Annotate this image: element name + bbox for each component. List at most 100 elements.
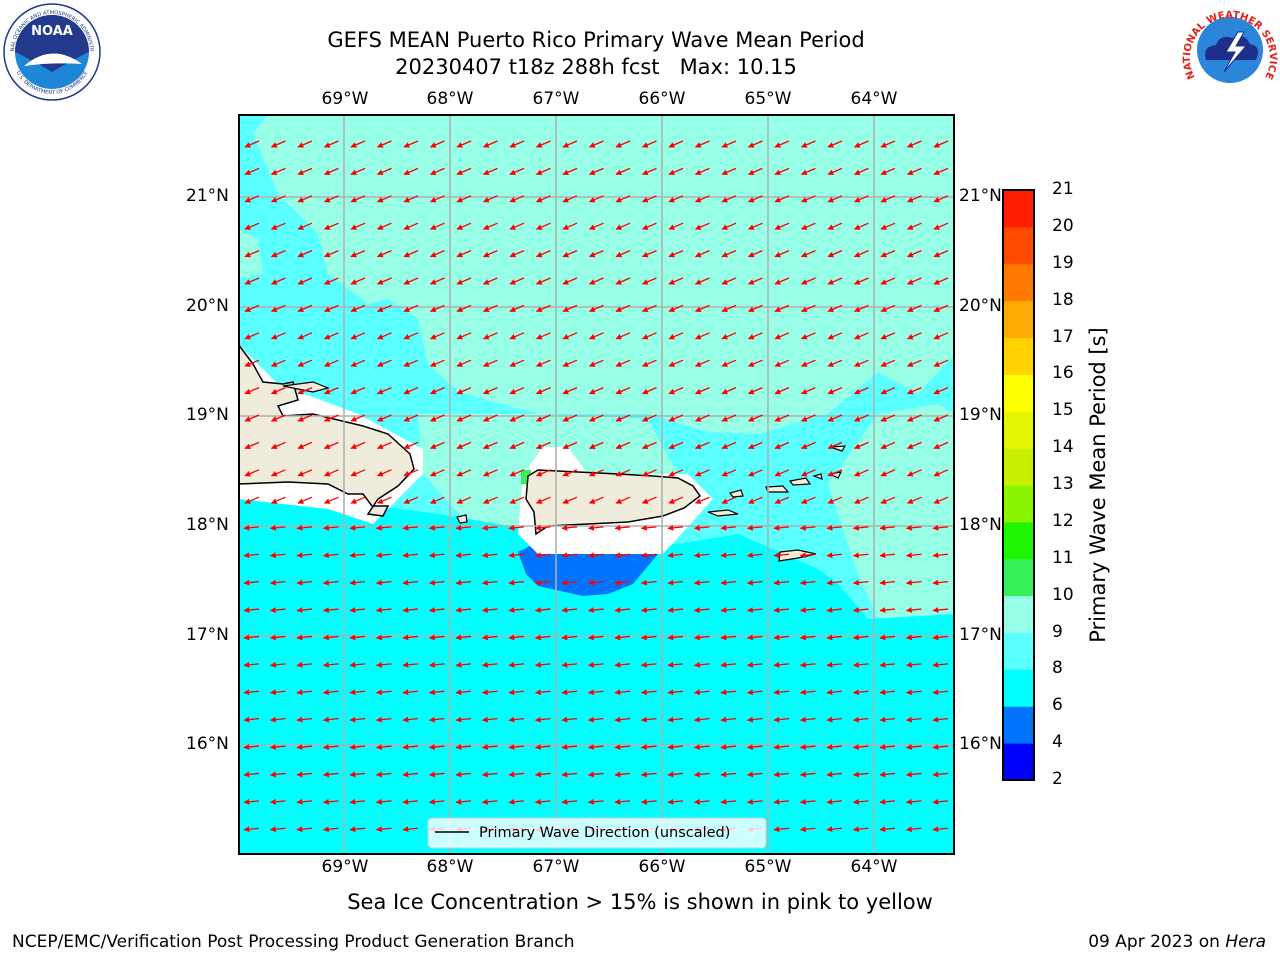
wave-arrow bbox=[244, 332, 260, 340]
wave-arrow bbox=[350, 332, 366, 340]
wave-arrow bbox=[720, 579, 737, 586]
wave-arrow bbox=[799, 524, 816, 531]
wave-arrow bbox=[880, 359, 896, 367]
wave-arrow bbox=[879, 634, 896, 641]
wave-arrow bbox=[773, 579, 790, 586]
wave-arrow bbox=[615, 222, 631, 230]
wave-arrow bbox=[906, 414, 922, 422]
wave-arrow bbox=[534, 744, 551, 750]
wave-arrow bbox=[827, 469, 843, 477]
wave-arrow bbox=[428, 552, 445, 559]
wave-arrow bbox=[508, 716, 525, 723]
wave-arrow bbox=[403, 167, 419, 176]
colorbar-tick-label: 11 bbox=[1052, 547, 1074, 568]
wave-arrow bbox=[323, 359, 339, 367]
wave-arrow bbox=[614, 798, 631, 805]
wave-arrow bbox=[296, 524, 313, 531]
wave-arrow bbox=[508, 744, 525, 750]
wave-arrow bbox=[456, 441, 472, 450]
land-st-croix bbox=[778, 549, 817, 562]
wave-arrow bbox=[774, 359, 790, 367]
wave-arrow bbox=[562, 195, 578, 203]
wave-arrow bbox=[933, 195, 949, 203]
wave-arrow bbox=[269, 771, 286, 778]
wave-arrow bbox=[693, 689, 710, 696]
lat-label-right-18n: 18°N bbox=[959, 515, 1002, 535]
wave-arrow bbox=[720, 607, 737, 613]
wave-arrow bbox=[244, 387, 260, 395]
wave-arrow bbox=[747, 441, 763, 450]
wave-arrow bbox=[693, 798, 710, 805]
wave-arrow bbox=[667, 552, 684, 559]
lon-label-bottom-66w: 66°W bbox=[638, 857, 686, 877]
wave-arrow bbox=[588, 359, 604, 367]
wave-arrow bbox=[402, 661, 419, 668]
wave-arrow bbox=[349, 798, 366, 805]
wave-arrow bbox=[296, 716, 313, 723]
wave-arrow bbox=[509, 359, 525, 367]
wave-arrow bbox=[720, 716, 737, 723]
wave-arrow bbox=[668, 414, 684, 422]
wave-arrow bbox=[482, 332, 498, 340]
wave-arrow bbox=[614, 552, 631, 559]
wave-arrow bbox=[615, 469, 631, 477]
wave-arrow bbox=[747, 332, 763, 340]
wave-arrow bbox=[375, 744, 392, 750]
wave-arrow bbox=[668, 387, 684, 395]
wave-arrow bbox=[933, 441, 949, 450]
colorbar-swatch bbox=[1003, 263, 1034, 302]
colorbar-tick-label: 14 bbox=[1052, 437, 1074, 458]
wave-arrow bbox=[668, 140, 684, 148]
wave-arrow bbox=[244, 222, 260, 230]
colorbar-swatch bbox=[1003, 521, 1034, 560]
wave-arrow bbox=[614, 607, 631, 613]
wave-arrow bbox=[455, 661, 472, 668]
wave-arrow bbox=[270, 414, 286, 422]
wave-arrow bbox=[402, 771, 419, 778]
wave-arrow bbox=[403, 496, 419, 504]
wave-arrow bbox=[827, 140, 843, 148]
wave-arrow bbox=[693, 607, 710, 613]
wave-arrow bbox=[482, 222, 498, 230]
wave-arrow bbox=[456, 496, 472, 504]
wave-arrow bbox=[774, 387, 790, 395]
wave-arrow bbox=[297, 277, 313, 285]
wave-arrow bbox=[667, 716, 684, 723]
wave-arrow bbox=[562, 250, 578, 258]
wave-arrow bbox=[879, 771, 896, 778]
wave-arrow bbox=[376, 414, 392, 422]
wave-arrow bbox=[587, 524, 604, 531]
wave-arrow bbox=[641, 359, 657, 367]
wave-arrow bbox=[456, 222, 472, 230]
wave-arrow bbox=[508, 524, 525, 531]
wave-arrow bbox=[880, 140, 896, 148]
wave-arrow bbox=[693, 524, 710, 531]
wave-arrow bbox=[270, 167, 286, 176]
wave-arrow bbox=[880, 441, 896, 450]
wave-arrow bbox=[429, 441, 445, 450]
wave-arrow bbox=[243, 607, 260, 613]
wave-arrow bbox=[640, 524, 657, 531]
wave-arrow bbox=[852, 826, 869, 833]
wave-arrow bbox=[350, 469, 366, 477]
wave-arrow bbox=[721, 195, 737, 203]
wave-arrow bbox=[933, 359, 949, 367]
wave-arrow bbox=[905, 689, 922, 696]
lon-label-bottom-67w: 67°W bbox=[532, 857, 580, 877]
wave-arrow bbox=[509, 414, 525, 422]
wave-arrow bbox=[852, 661, 869, 668]
wave-arrow bbox=[932, 524, 949, 531]
wave-arrow bbox=[481, 634, 498, 641]
wave-arrow bbox=[640, 552, 657, 559]
wave-arrow bbox=[323, 304, 339, 313]
wave-arrow bbox=[482, 414, 498, 422]
wave-arrow bbox=[322, 744, 339, 750]
wave-arrow bbox=[270, 496, 286, 504]
wave-arrow bbox=[614, 716, 631, 723]
wave-arrow bbox=[587, 579, 604, 586]
wave-arrow bbox=[800, 304, 816, 313]
colorbar bbox=[1002, 189, 1035, 781]
wave-arrow bbox=[375, 634, 392, 641]
colorbar-tick-label: 2 bbox=[1052, 769, 1063, 789]
wave-arrow bbox=[296, 634, 313, 641]
